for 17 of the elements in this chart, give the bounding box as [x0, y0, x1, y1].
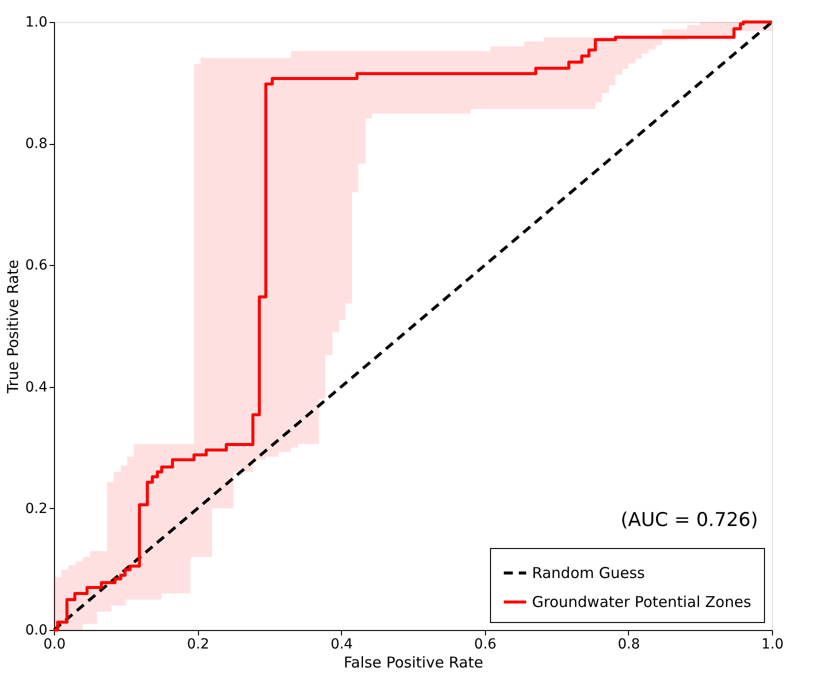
x-tick-label: 0.0 [43, 636, 66, 652]
x-tick-label: 0.2 [186, 636, 210, 652]
x-axis-title: False Positive Rate [344, 654, 484, 672]
y-tick-label: 0.2 [25, 500, 48, 517]
x-tick-label: 1.0 [761, 636, 784, 652]
legend-label: Groundwater Potential Zones [532, 593, 752, 611]
x-tick-label: 0.8 [618, 636, 640, 652]
x-tick-label: 0.6 [474, 636, 497, 652]
y-tick-label: 0.6 [25, 258, 48, 274]
y-tick-label: 1.0 [25, 14, 48, 30]
x-tick-label: 0.4 [330, 636, 353, 652]
y-tick-label: 0.0 [25, 622, 48, 638]
legend-label: Random Guess [532, 564, 646, 582]
annotation: (AUC = 0.726) [620, 509, 758, 531]
y-axis-title: True Positive Rate [4, 260, 22, 394]
y-tick-label: 0.4 [25, 379, 48, 396]
y-tick-label: 0.8 [25, 136, 48, 152]
